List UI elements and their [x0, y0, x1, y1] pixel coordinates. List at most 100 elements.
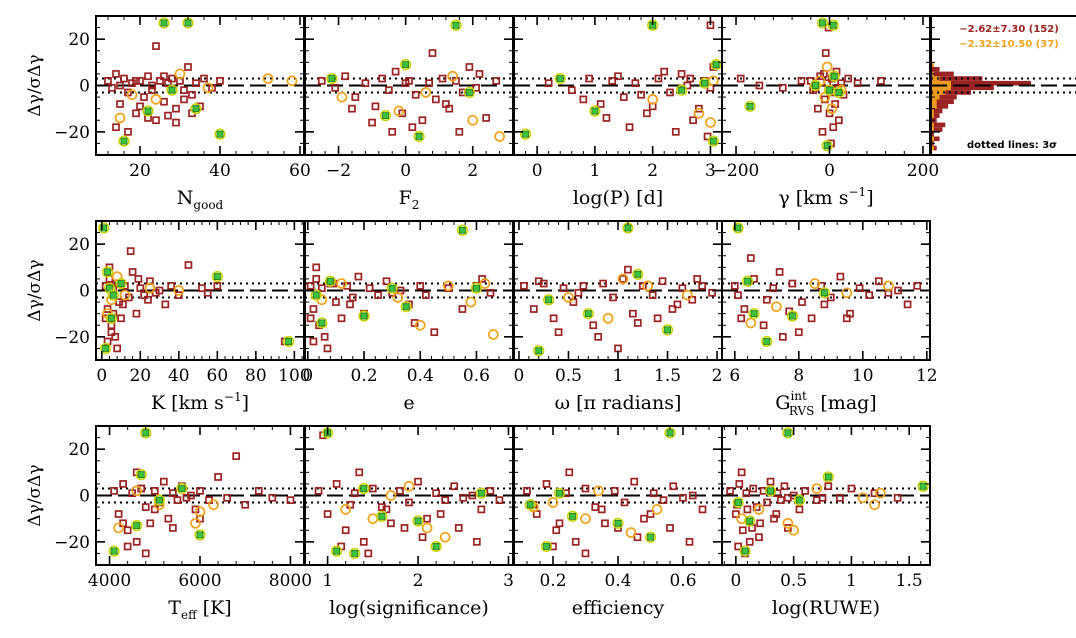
- flag-square: [382, 112, 389, 120]
- flag-ring: [554, 72, 566, 85]
- x-tick-label: 0: [730, 571, 741, 591]
- x-axis-label: F2: [399, 187, 420, 212]
- data-point-flagged: [809, 79, 822, 92]
- data-point-flagged: [158, 17, 170, 29]
- data-point-primary: [312, 275, 321, 283]
- data-point-primary: [643, 109, 651, 118]
- x-label-sup: −1: [224, 390, 242, 404]
- flag-square: [473, 284, 480, 292]
- data-point-primary: [174, 291, 183, 299]
- data-point-primary: [874, 277, 883, 286]
- x-label-sub: eff: [181, 608, 198, 622]
- flag-ring: [430, 540, 442, 553]
- data-point-primary: [438, 74, 447, 83]
- flag-square: [414, 517, 422, 525]
- data-point-primary: [341, 526, 350, 535]
- flag-square: [678, 86, 685, 94]
- data-point-primary: [132, 77, 140, 85]
- flag-ring: [326, 72, 338, 85]
- data-point-secondary: [593, 485, 604, 497]
- data-point-primary: [865, 291, 874, 299]
- data-point-primary: [187, 491, 195, 500]
- data-point-primary: [638, 282, 647, 290]
- flag-ring: [566, 510, 579, 522]
- data-point-primary: [354, 272, 363, 281]
- flag-ring: [809, 79, 822, 92]
- flag-square: [666, 429, 674, 437]
- data-point-primary: [567, 86, 576, 94]
- data-point-primary: [309, 337, 318, 346]
- flag-ring: [135, 469, 147, 481]
- data-point-primary: [755, 81, 764, 90]
- x-axis-label: γ [km s−1]: [778, 185, 873, 209]
- flag-square: [830, 72, 838, 80]
- data-point-primary: [410, 319, 419, 327]
- data-point-primary: [740, 305, 749, 313]
- data-point-primary: [214, 473, 222, 481]
- flag-square: [104, 268, 111, 276]
- data-point-flagged: [211, 271, 223, 283]
- data-point-primary: [365, 284, 374, 293]
- flag-square: [402, 303, 410, 311]
- flag-ring: [400, 59, 412, 71]
- flag-square: [378, 512, 386, 520]
- flag-ring: [456, 224, 469, 236]
- data-point-secondary: [421, 522, 433, 534]
- flag-ring: [194, 529, 206, 541]
- data-point-secondary: [705, 117, 716, 128]
- flag-square: [709, 137, 717, 145]
- x-label-main: ω [π radians]: [555, 392, 682, 414]
- x-label-rest: [mag]: [814, 392, 876, 414]
- x-tick-label: −2: [326, 161, 351, 181]
- panel-gamma: −200 0 200 γ [km s−1]: [713, 15, 939, 209]
- data-point-primary: [132, 109, 140, 118]
- flag-ring: [400, 301, 412, 313]
- flag-ring: [386, 282, 398, 294]
- x-tick-label: 8000: [269, 571, 312, 591]
- data-point-primary: [173, 496, 182, 504]
- flag-square: [535, 347, 543, 355]
- data-point-primary: [459, 493, 468, 502]
- data-point-flagged: [105, 312, 118, 324]
- x-axis-label: log(RUWE): [772, 597, 880, 619]
- data-point-primary: [368, 118, 376, 127]
- data-point-primary: [549, 314, 558, 323]
- panel-e: 0 0.2 0.4 0.6 e: [302, 220, 514, 414]
- data-point-primary: [401, 79, 410, 88]
- data-point-secondary: [385, 490, 397, 501]
- data-point-primary: [659, 496, 668, 504]
- flag-square: [712, 61, 720, 69]
- data-point-primary: [589, 321, 598, 330]
- x-label-main: γ [km s: [778, 187, 848, 209]
- x-tick-label: 0: [514, 366, 525, 386]
- data-point-primary: [686, 74, 695, 83]
- flag-ring: [821, 140, 833, 152]
- flag-ring: [732, 222, 744, 234]
- flag-ring: [176, 482, 188, 495]
- plot-area: [305, 224, 513, 353]
- data-point-primary: [668, 305, 677, 313]
- data-point-secondary: [202, 82, 214, 94]
- data-point-primary: [798, 298, 806, 306]
- x-label-sub: 2: [412, 198, 420, 212]
- flag-square: [160, 19, 168, 27]
- flag-ring: [764, 485, 777, 497]
- data-point-secondary: [647, 94, 659, 105]
- data-point-primary: [144, 72, 152, 81]
- data-point-primary: [666, 88, 674, 97]
- data-point-flagged: [524, 499, 536, 511]
- flag-square: [789, 312, 796, 320]
- x-label-main: log(significance): [329, 597, 489, 619]
- data-point-flagged: [707, 135, 719, 147]
- data-point-primary: [418, 533, 427, 542]
- data-point-primary: [416, 282, 425, 290]
- flag-square: [100, 224, 108, 232]
- data-point-primary: [117, 314, 125, 323]
- flag-ring: [412, 515, 424, 527]
- flag-ring: [553, 487, 566, 499]
- data-point-flagged: [400, 301, 412, 313]
- hist-bar-primary: [931, 71, 954, 77]
- data-point-primary: [144, 295, 152, 304]
- hist-bar-secondary: [931, 62, 934, 67]
- data-point-primary: [581, 484, 590, 493]
